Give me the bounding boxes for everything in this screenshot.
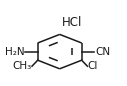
Text: Cl: Cl xyxy=(88,61,98,71)
Text: CH₃: CH₃ xyxy=(12,61,32,71)
Text: H₂N: H₂N xyxy=(5,47,24,57)
Text: CN: CN xyxy=(95,47,110,57)
Text: HCl: HCl xyxy=(62,16,83,29)
